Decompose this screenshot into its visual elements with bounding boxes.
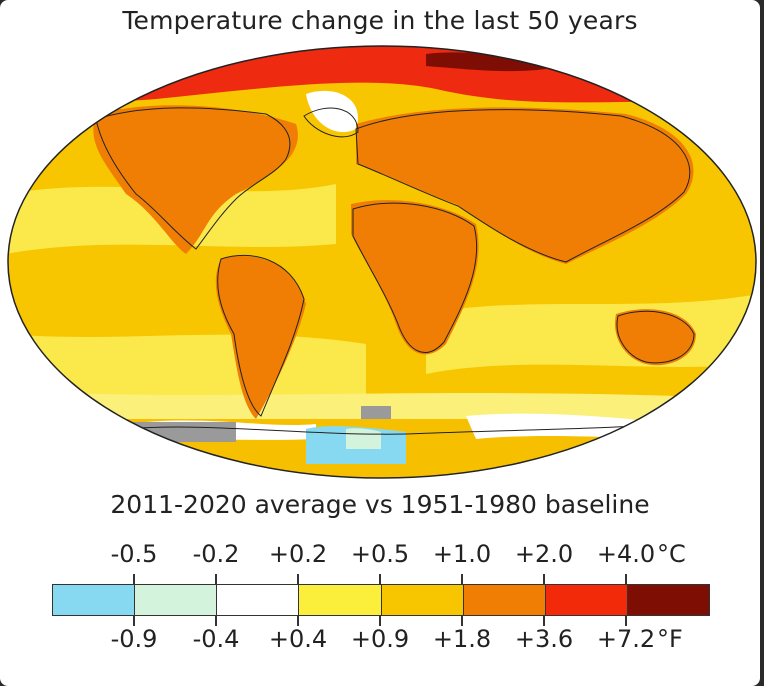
color-legend [52,584,710,616]
fahrenheit-tick-label: -0.4 [192,625,240,653]
legend-tick [543,574,545,584]
legend-tick [543,616,545,626]
greenland-cool [306,90,358,133]
coastlines [95,107,695,435]
legend-bin [627,585,709,615]
legend-tick [379,574,381,584]
legend-bin [53,585,136,615]
fahrenheit-tick-label: -0.9 [110,625,158,653]
celsius-tick-label: -0.2 [192,540,240,568]
africa [351,200,479,355]
fahrenheit-tick-label: +1.8 [432,625,492,653]
fahrenheit-tick-label: +0.4 [268,625,328,653]
south-america [215,256,306,419]
map-svg [7,45,757,479]
celsius-tick-label: -0.5 [110,540,158,568]
world-map [6,44,758,480]
southern-ocean-cool [466,413,686,439]
legend-tick [297,574,299,584]
legend-tick [133,616,135,626]
arctic-extreme [426,52,546,72]
legend-tick [461,616,463,626]
legend-bin [545,585,628,615]
antarctic-cool [346,428,381,449]
celsius-unit-label: °C [657,540,686,568]
legend-bin [299,585,382,615]
celsius-tick-label: +2.0 [514,540,574,568]
legend-tick [215,574,217,584]
map-title: Temperature change in the last 50 years [122,6,638,35]
celsius-tick-label: +4.0 [596,540,656,568]
north-america [93,105,298,254]
legend-tick [215,616,217,626]
celsius-tick-label: +1.0 [432,540,492,568]
no-data-region [106,422,236,442]
fahrenheit-tick-label: +7.2 [596,625,656,653]
eurasia [356,107,694,264]
celsius-tick-label: +0.5 [350,540,410,568]
legend-tick [297,616,299,626]
fahrenheit-tick-label: +0.9 [350,625,410,653]
legend-bin [381,585,464,615]
globe-outline [7,45,757,479]
legend-tick [379,616,381,626]
legend-tick [625,574,627,584]
australia [615,309,696,366]
fahrenheit-tick-label: +3.6 [514,625,574,653]
map-subtitle: 2011-2020 average vs 1951-1980 baseline [110,490,650,519]
legend-bin [217,585,300,615]
no-data-region [361,406,391,419]
legend-bin [463,585,546,615]
celsius-tick-label: +0.2 [268,540,328,568]
fahrenheit-unit-label: °F [657,625,683,653]
legend-bin [135,585,218,615]
legend-tick [461,574,463,584]
legend-tick [133,574,135,584]
legend-tick [625,616,627,626]
